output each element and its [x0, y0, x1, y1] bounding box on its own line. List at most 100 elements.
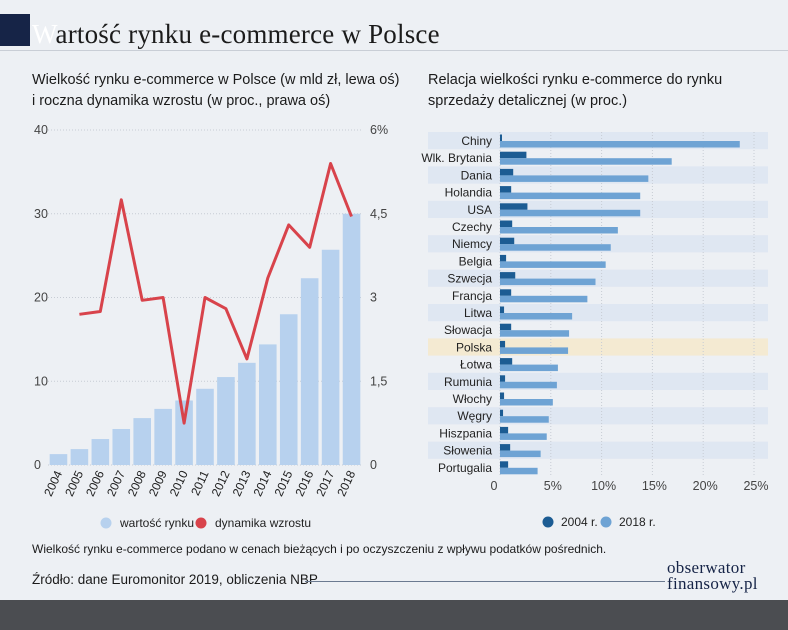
bar-2018 — [500, 295, 588, 303]
bar-2004 — [500, 203, 528, 210]
market-value-bar — [49, 454, 68, 465]
legend-2018-label: 2018 r. — [619, 515, 656, 529]
bar-2018 — [500, 261, 606, 268]
legend-growth-swatch — [195, 517, 207, 529]
source-divider — [305, 581, 665, 582]
country-label: Łotwa — [460, 358, 492, 372]
country-label: Portugalia — [438, 461, 492, 475]
country-label: Szwecja — [447, 272, 492, 286]
market-value-bar — [196, 388, 214, 465]
title-accent-block — [0, 14, 30, 46]
bar-2004 — [500, 323, 512, 331]
market-value-bar — [300, 278, 319, 465]
bar-2004 — [500, 306, 505, 313]
country-label: Niemcy — [452, 237, 492, 251]
right-chart-subtitle: Relacja wielkości rynku e-commerce do ry… — [428, 70, 722, 112]
bar-2004 — [500, 186, 512, 193]
country-label: Chiny — [461, 134, 492, 148]
country-label: Polska — [456, 340, 492, 354]
bar-2004 — [500, 392, 505, 399]
y-right-tick-label: 1,5 — [370, 374, 387, 388]
y-left-tick-label: 10 — [34, 374, 48, 388]
bar-2018 — [500, 278, 596, 286]
market-value-bar — [91, 439, 110, 465]
country-label: Słowacja — [444, 323, 492, 337]
bar-2004 — [500, 168, 514, 176]
logo-line1: obserwator — [667, 558, 746, 577]
bar-2018 — [500, 192, 641, 200]
bar-2004 — [500, 289, 512, 296]
bar-2018 — [500, 450, 541, 458]
market-value-bar — [175, 400, 193, 465]
bar-2004 — [500, 151, 527, 159]
market-value-bar — [154, 408, 172, 465]
bar-2004 — [500, 375, 506, 382]
market-value-bar — [321, 249, 340, 465]
country-label: Hiszpania — [439, 426, 492, 440]
country-label: Wlk. Brytania — [421, 151, 492, 165]
footnote: Wielkość rynku e-commerce podano w cenac… — [32, 542, 607, 556]
country-label: USA — [467, 203, 492, 217]
y-right-tick-label: 3 — [370, 291, 377, 305]
legend-market-value-swatch — [100, 517, 112, 529]
title-underline — [0, 50, 788, 51]
right-chart-subtitle-line2: sprzedaży detalicznej (w proc.) — [428, 93, 628, 109]
footer-bar — [0, 600, 788, 630]
left-chart-subtitle: Wielkość rynku e-commerce w Polsce (w ml… — [32, 70, 399, 112]
growth-rate-line — [79, 162, 353, 425]
y-left-tick-label: 20 — [34, 291, 48, 305]
source-note: Źródło: dane Euromonitor 2019, obliczeni… — [32, 572, 318, 587]
right-chart-subtitle-line1: Relacja wielkości rynku e-commerce do ry… — [428, 72, 723, 88]
bar-2018 — [500, 158, 672, 165]
left-chart-subtitle-line1: Wielkość rynku e-commerce w Polsce (w ml… — [32, 72, 400, 88]
bar-2018 — [500, 381, 557, 389]
page-title-first-letter: W — [32, 19, 56, 49]
market-value-bar — [279, 314, 298, 465]
legend-growth-label: dynamika wzrostu — [215, 516, 311, 530]
bar-2004 — [500, 426, 509, 434]
y-right-tick-label: 0 — [370, 458, 377, 472]
bar-2004 — [500, 134, 502, 141]
x-tick-label: 0 — [491, 479, 498, 493]
bar-2018 — [500, 227, 618, 234]
country-label: Litwa — [464, 306, 492, 320]
bar-2018 — [500, 399, 553, 406]
country-label: Dania — [461, 168, 493, 182]
bar-2018 — [500, 141, 740, 148]
bar-2018 — [500, 347, 569, 354]
bar-2018 — [500, 364, 558, 372]
legend-market-value-label: wartość rynku — [119, 516, 194, 530]
country-label: Rumunia — [444, 375, 492, 389]
obserwator-logo: obserwator finansowy.pl — [667, 558, 777, 592]
left-chart-subtitle-line2: i roczna dynamika wzrostu (w proc., praw… — [32, 93, 331, 109]
x-tick-label: 5% — [544, 479, 562, 493]
country-label: Słowenia — [443, 444, 492, 458]
market-value-bar — [70, 449, 89, 465]
country-label: Czechy — [452, 220, 492, 234]
y-left-tick-label: 40 — [34, 123, 48, 137]
page-title-rest: artość rynku e-commerce w Polsce — [55, 19, 440, 49]
legend-2004-label: 2004 r. — [561, 515, 598, 529]
right-chart: 0 5% 10% 15% 20% 25% Chiny Wlk. Brytania Dania Ho… — [421, 132, 769, 529]
legend-2018-swatch — [600, 516, 612, 528]
bar-2018 — [500, 433, 547, 440]
country-label: Włochy — [453, 392, 492, 406]
x-tick-label: 25% — [743, 479, 768, 493]
left-chart: 4030201006%4,531,50200420052006200720082… — [34, 123, 388, 530]
market-value-bar — [133, 418, 151, 465]
page-title: Wartość rynku e-commerce w Polsce — [32, 14, 440, 54]
bar-2004 — [500, 340, 506, 348]
x-tick-label: 10% — [591, 479, 616, 493]
x-tick-label: 20% — [693, 479, 718, 493]
y-left-tick-label: 0 — [34, 458, 41, 472]
bar-2018 — [500, 209, 641, 217]
bar-2018 — [500, 467, 538, 475]
market-value-bar — [217, 377, 235, 465]
market-value-bar — [238, 362, 256, 465]
bar-2004 — [500, 409, 504, 417]
market-value-bar — [342, 213, 361, 465]
y-left-tick-label: 30 — [34, 207, 48, 221]
bar-2004 — [500, 272, 516, 279]
country-label: Węgry — [457, 409, 492, 423]
bar-2018 — [500, 416, 549, 423]
